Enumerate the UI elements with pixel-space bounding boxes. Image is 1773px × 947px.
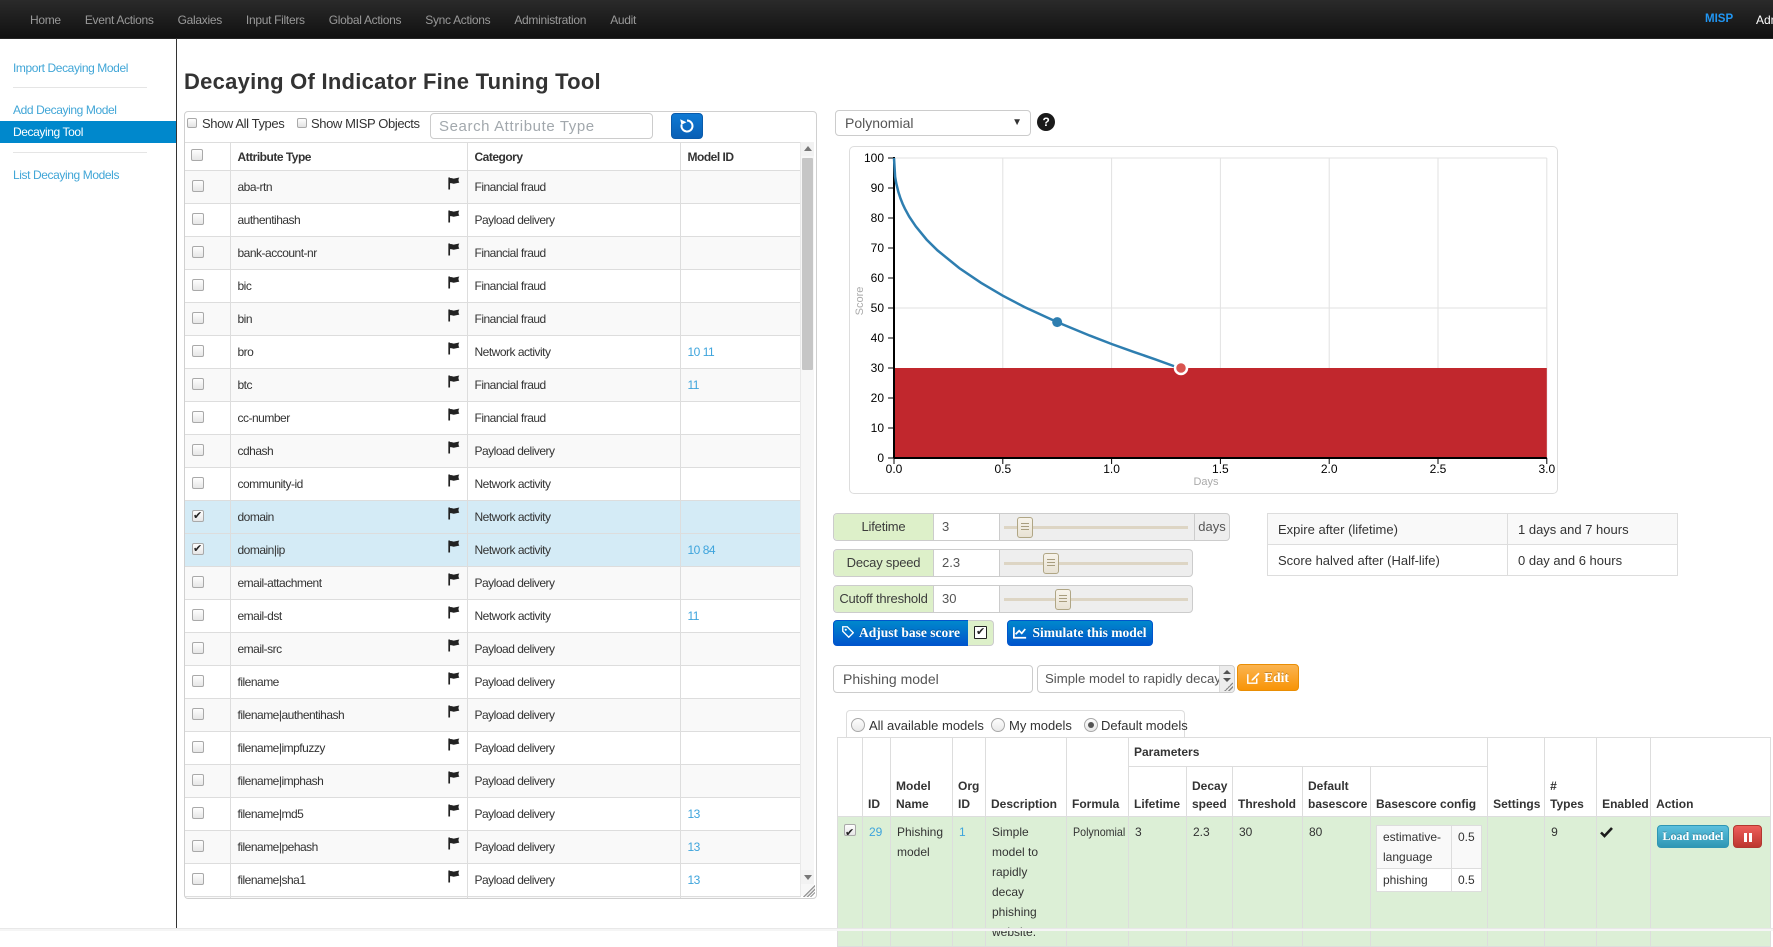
svg-text:Days: Days bbox=[1193, 476, 1219, 488]
svg-text:0: 0 bbox=[877, 451, 884, 465]
svg-text:0.0: 0.0 bbox=[886, 462, 903, 476]
svg-text:2.5: 2.5 bbox=[1430, 462, 1447, 476]
svg-text:0.5: 0.5 bbox=[994, 462, 1011, 476]
svg-text:20: 20 bbox=[871, 391, 885, 405]
svg-text:10: 10 bbox=[871, 421, 885, 435]
svg-text:60: 60 bbox=[871, 271, 885, 285]
svg-text:Score: Score bbox=[854, 287, 866, 316]
svg-text:30: 30 bbox=[871, 361, 885, 375]
svg-text:1.5: 1.5 bbox=[1212, 462, 1229, 476]
svg-text:80: 80 bbox=[871, 211, 885, 225]
svg-text:100: 100 bbox=[864, 151, 884, 165]
svg-text:40: 40 bbox=[871, 331, 885, 345]
svg-text:1.0: 1.0 bbox=[1103, 462, 1120, 476]
svg-text:3.0: 3.0 bbox=[1538, 462, 1555, 476]
svg-text:2.0: 2.0 bbox=[1321, 462, 1338, 476]
svg-text:90: 90 bbox=[871, 181, 885, 195]
svg-text:70: 70 bbox=[871, 241, 885, 255]
svg-text:50: 50 bbox=[871, 301, 885, 315]
